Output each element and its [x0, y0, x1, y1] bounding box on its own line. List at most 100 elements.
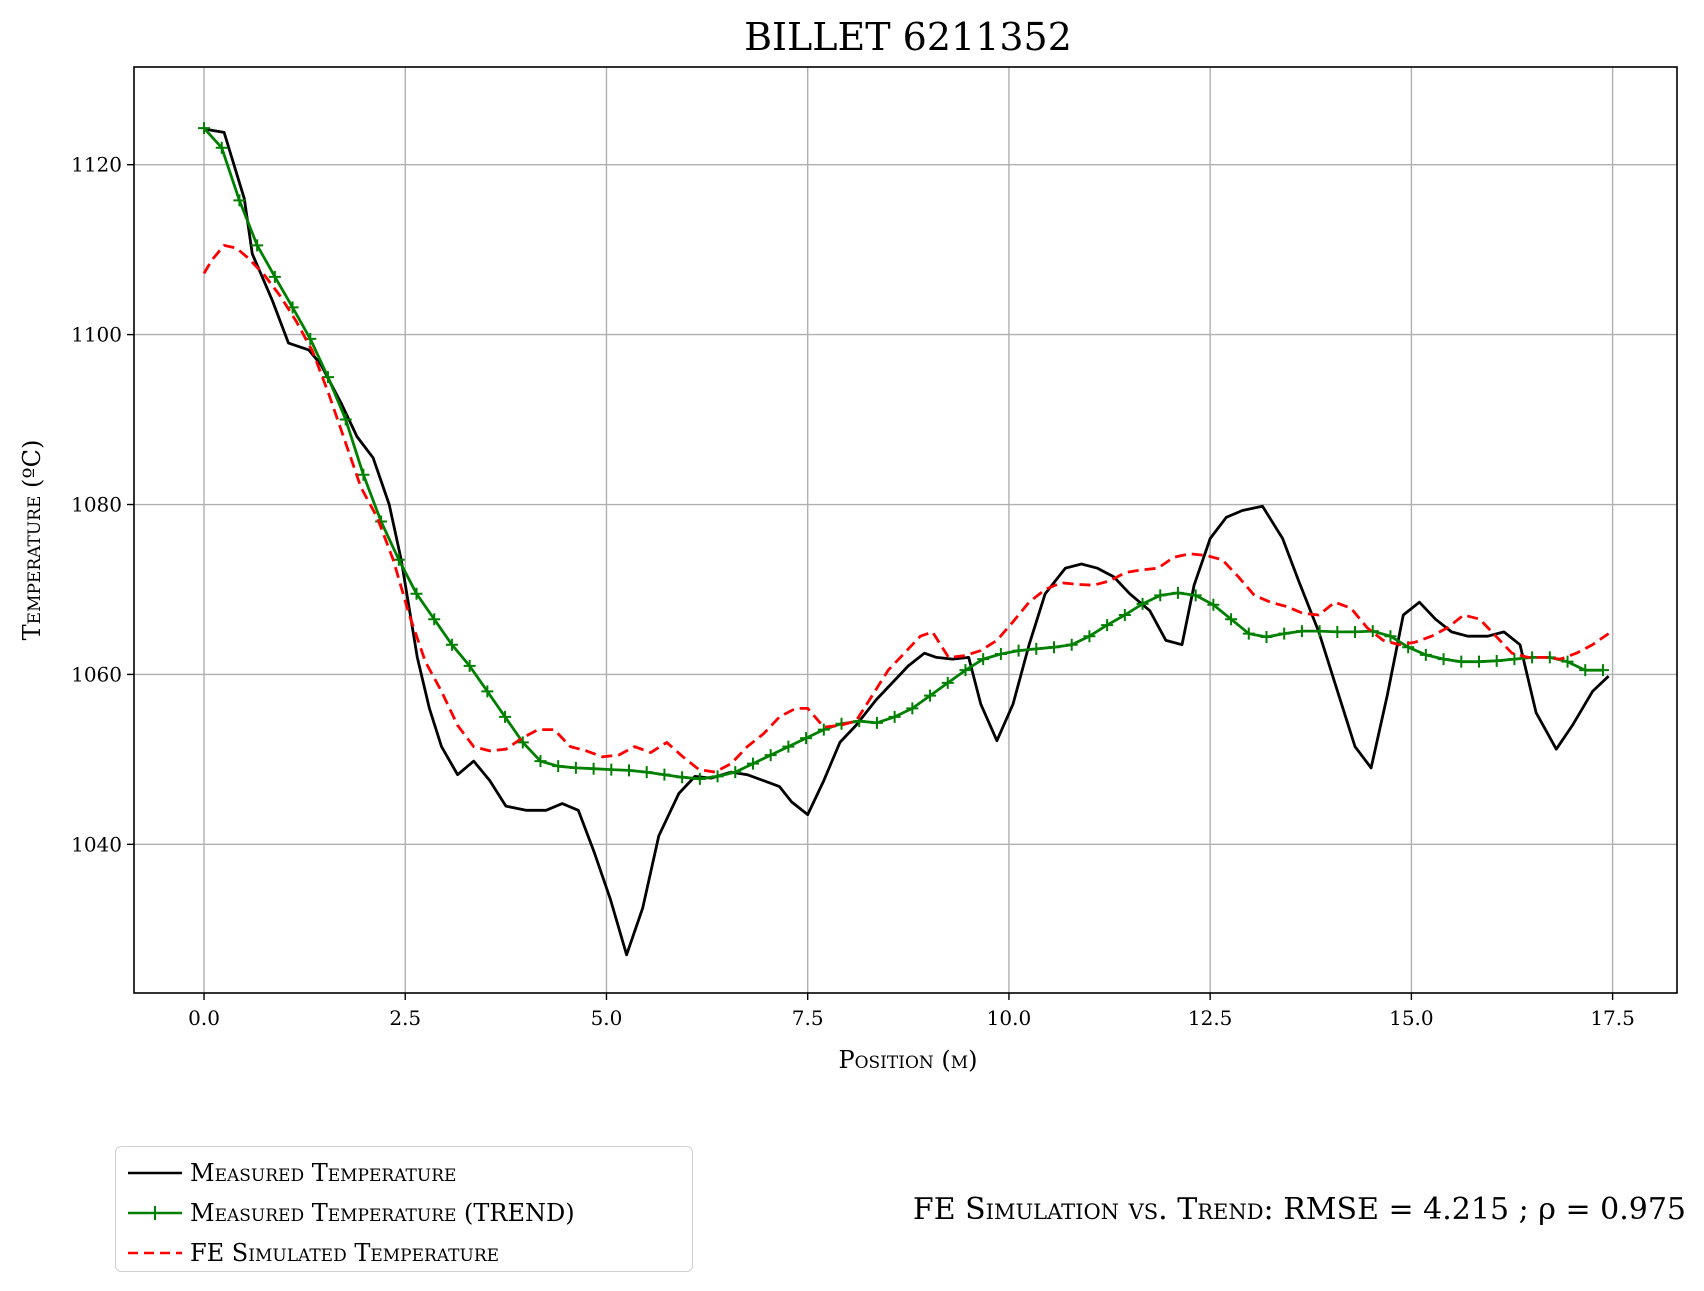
data-point-marker	[746, 757, 759, 770]
data-point-marker	[569, 761, 582, 774]
data-point-marker	[357, 468, 370, 481]
series-line-measured-temperature	[203, 127, 1610, 957]
y-axis-label: Temperature (ºC)	[18, 440, 46, 641]
data-point-marker	[1331, 625, 1344, 638]
data-point-marker	[1490, 654, 1503, 667]
series-layer	[198, 122, 1610, 957]
data-point-marker	[516, 736, 529, 749]
data-point-marker	[392, 553, 405, 566]
data-point-marker	[1278, 627, 1291, 640]
data-point-marker	[1083, 630, 1096, 643]
data-point-marker	[463, 659, 476, 672]
legend: Measured Temperature Measured Temperatur…	[115, 1146, 693, 1272]
data-point-marker	[1207, 598, 1220, 611]
data-point-marker	[445, 638, 458, 651]
data-point-marker	[764, 749, 777, 762]
data-point-marker	[888, 710, 901, 723]
legend-label-trend: Measured Temperature (TREND)	[190, 1199, 575, 1227]
data-point-marker	[1260, 631, 1273, 644]
x-tick-label: 17.5	[1590, 1006, 1635, 1030]
data-point-marker	[729, 766, 742, 779]
data-point-marker	[339, 413, 352, 426]
data-point-marker	[1366, 625, 1379, 638]
data-point-marker	[268, 270, 281, 283]
data-point-marker	[959, 664, 972, 677]
data-point-marker	[640, 766, 653, 779]
y-tick-label: 1120	[71, 153, 122, 177]
y-tick-label: 1040	[71, 832, 122, 856]
data-point-marker	[1030, 642, 1043, 655]
x-tick-label: 15.0	[1389, 1006, 1434, 1030]
data-point-marker	[1437, 653, 1450, 666]
data-point-marker	[198, 122, 211, 135]
legend-swatch-fe	[128, 1251, 182, 1255]
data-point-marker	[428, 613, 441, 626]
data-point-marker	[1171, 586, 1184, 599]
data-point-marker	[1154, 589, 1167, 602]
data-point-marker	[1136, 597, 1149, 610]
data-point-marker	[1455, 655, 1468, 668]
data-point-marker	[994, 648, 1007, 661]
data-point-marker	[941, 676, 954, 689]
data-point-marker	[552, 760, 565, 773]
x-axis-label: Position (m)	[838, 1046, 977, 1074]
data-point-marker	[1384, 630, 1397, 643]
data-point-marker	[1189, 589, 1202, 602]
data-point-marker	[658, 768, 671, 781]
data-point-marker	[534, 755, 547, 768]
data-point-marker	[1596, 664, 1609, 677]
axis-ticks: 0.0 2.5 5.0 7.5 10.0 12.5 15.0 17.5 1040 1060 1080…	[71, 153, 1635, 1030]
data-point-marker	[499, 710, 512, 723]
fit-statistics: FE Simulation vs. Trend: RMSE = 4.215 ; …	[913, 1192, 1686, 1227]
data-point-marker	[1349, 625, 1362, 638]
data-point-marker	[870, 716, 883, 729]
legend-item-measured: Measured Temperature	[116, 1153, 456, 1193]
data-point-marker	[711, 770, 724, 783]
legend-swatch-trend	[128, 1206, 182, 1220]
data-point-marker	[587, 762, 600, 775]
series-markers-measured-temperature-trend	[198, 122, 1609, 785]
x-tick-label: 2.5	[389, 1006, 421, 1030]
data-point-marker	[1242, 627, 1255, 640]
stats-rmse: RMSE = 4.215	[1283, 1192, 1510, 1227]
data-point-marker	[817, 723, 830, 736]
legend-label-measured: Measured Temperature	[190, 1159, 457, 1187]
data-point-marker	[605, 763, 618, 776]
x-tick-label: 5.0	[591, 1006, 623, 1030]
data-point-marker	[1065, 638, 1078, 651]
data-point-marker	[782, 740, 795, 753]
data-point-marker	[233, 194, 246, 207]
data-point-marker	[1048, 641, 1060, 654]
data-point-marker	[481, 685, 494, 698]
y-tick-label: 1080	[71, 493, 122, 517]
legend-label-fe: FE Simulated Temperature	[190, 1239, 500, 1267]
data-point-marker	[1225, 613, 1238, 626]
data-point-marker	[410, 587, 423, 600]
data-point-marker	[906, 702, 919, 715]
data-point-marker	[623, 764, 636, 777]
data-point-marker	[321, 371, 334, 384]
plot-frame	[133, 66, 1678, 994]
data-point-marker	[800, 732, 813, 745]
data-point-marker	[1118, 608, 1131, 621]
data-point-marker	[977, 653, 990, 666]
data-point-marker	[1561, 655, 1574, 668]
data-point-marker	[215, 141, 228, 154]
x-tick-label: 0.0	[188, 1006, 220, 1030]
series-line-fe-simulated-temperature	[202, 243, 1610, 774]
grid	[134, 67, 1677, 993]
data-point-marker	[251, 239, 264, 252]
x-tick-label: 12.5	[1188, 1006, 1233, 1030]
data-point-marker	[1472, 655, 1485, 668]
data-point-marker	[676, 771, 689, 784]
data-point-marker	[1579, 664, 1592, 677]
data-point-marker	[1508, 653, 1521, 666]
x-tick-label: 10.0	[987, 1006, 1032, 1030]
x-tick-label: 7.5	[792, 1006, 824, 1030]
y-tick-label: 1100	[71, 323, 122, 347]
data-point-marker	[1101, 619, 1114, 632]
data-point-marker	[1313, 625, 1326, 638]
legend-item-trend: Measured Temperature (TREND)	[116, 1193, 575, 1233]
data-point-marker	[1012, 644, 1025, 657]
